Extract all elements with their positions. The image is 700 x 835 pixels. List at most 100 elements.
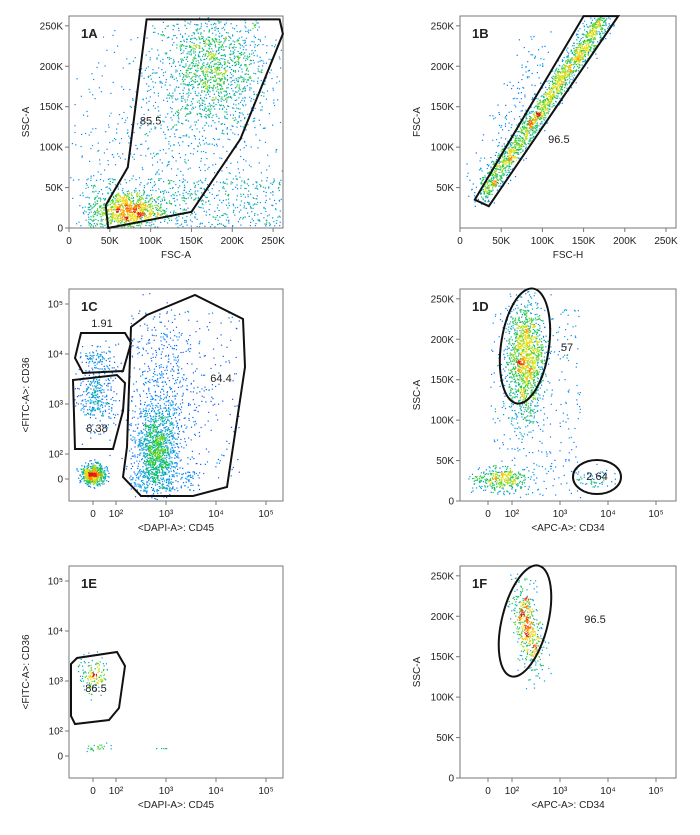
event-dot [140,213,143,215]
event-dot [183,196,185,198]
event-dot [142,119,144,121]
event-dot [608,26,610,28]
event-dot [522,149,524,151]
event-dot [145,140,147,142]
event-dot [561,89,563,91]
event-dot [507,147,509,149]
event-dot [512,159,514,161]
event-dot [517,157,519,159]
event-dot [584,47,586,49]
event-dot [521,125,524,127]
event-dot [488,192,490,194]
event-dot [197,146,199,148]
event-dot [203,130,205,132]
event-dot [529,139,531,141]
event-dot [194,56,196,58]
event-dot [158,110,160,112]
event-dot [137,123,139,125]
event-dot [186,56,188,58]
event-dot [557,84,559,86]
event-dot [173,194,175,196]
event-dot [148,203,150,205]
event-dot [587,44,590,46]
event-dot [194,73,196,75]
event-dot [522,137,524,139]
event-dot [228,219,230,221]
event-dot [131,217,133,219]
event-dot [115,194,117,196]
event-dot [527,122,529,125]
event-dot [552,82,555,84]
event-dot [110,199,113,202]
event-dot [146,102,148,104]
event-dot [468,195,470,197]
event-dot [206,87,208,89]
event-dot [564,84,566,86]
event-dot [113,156,115,158]
event-dot [250,100,252,102]
event-dot [193,80,195,82]
event-dot [573,74,575,76]
event-dot [121,86,123,88]
event-dot [91,224,93,226]
event-dot [135,202,137,204]
event-dot [549,100,551,103]
event-dot [206,63,208,66]
event-dot [194,199,196,201]
event-dot [490,167,492,169]
event-dot [118,204,120,206]
event-dot [172,126,174,128]
event-dot [161,34,163,36]
event-dot [216,181,218,183]
event-dot [141,203,143,206]
event-dot [100,214,102,216]
event-dot [138,198,141,200]
event-dot [530,123,533,125]
event-dot [240,64,242,67]
event-dot [601,28,603,30]
event-dot [208,55,210,57]
event-dot [584,29,586,31]
event-dot [603,17,605,20]
event-dot [134,209,136,211]
event-dot [264,141,267,143]
event-dot [536,124,538,126]
event-dot [208,39,210,41]
event-dot [145,197,147,199]
event-dot [257,82,259,84]
event-dot [593,27,595,29]
event-dot [228,172,230,174]
event-dot [140,214,143,216]
event-dot [507,182,509,185]
event-dot [115,139,117,141]
event-dot [117,212,119,214]
event-dot [115,213,117,215]
event-dot [100,226,102,228]
event-dot [250,193,252,195]
event-dot [541,106,543,108]
event-dot [194,48,196,50]
event-dot [213,197,216,199]
event-dot [239,204,241,206]
event-dot [210,66,212,69]
event-dot [253,35,255,37]
event-dot [211,38,213,40]
event-dot [209,53,211,56]
event-dot [128,204,130,206]
event-dot [236,86,238,88]
event-dot [507,158,509,160]
event-dot [254,187,256,189]
event-dot [268,58,270,60]
event-dot [526,113,528,115]
event-dot [255,94,258,96]
event-dot [195,45,197,47]
event-dot [556,92,558,94]
event-dot [96,209,99,211]
event-dot [259,60,261,62]
event-dot [234,81,236,84]
event-dot [609,18,611,20]
event-dot [119,215,121,218]
event-dot [103,211,105,214]
event-dot [116,132,118,134]
